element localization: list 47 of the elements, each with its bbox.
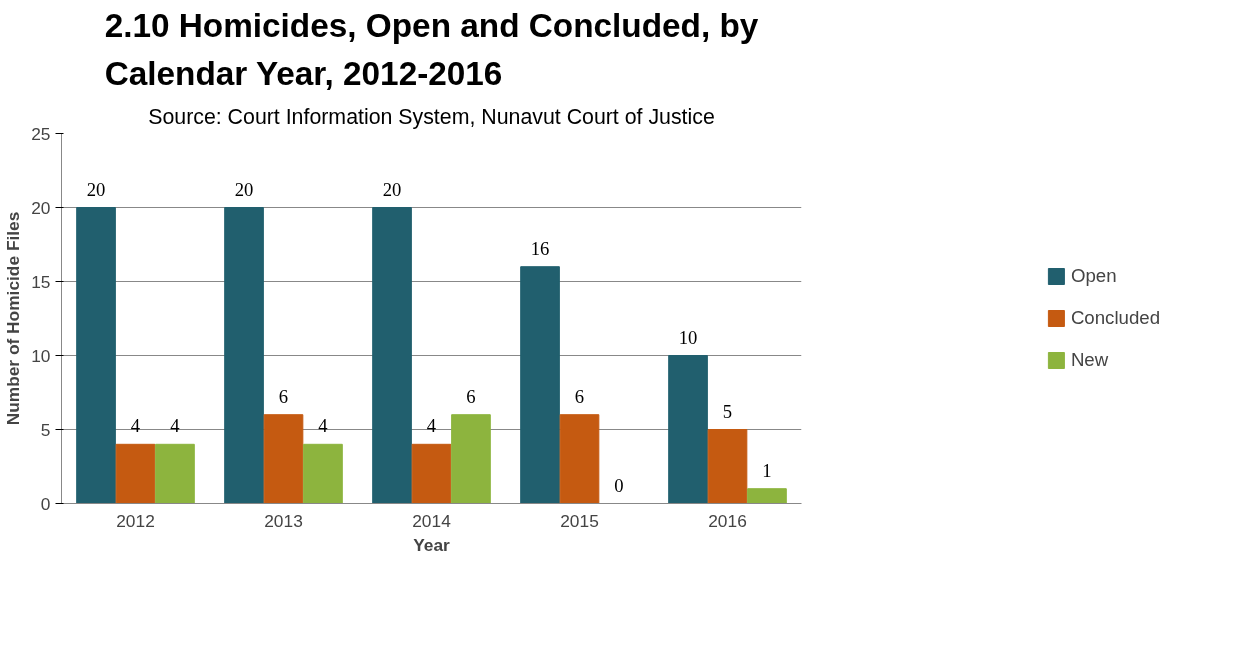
data-label: 20 xyxy=(382,178,402,200)
y-tick-label: 15 xyxy=(31,271,51,292)
bar xyxy=(115,443,156,504)
data-label: 4 xyxy=(318,415,329,437)
bar xyxy=(303,443,343,504)
data-label: 4 xyxy=(130,415,141,437)
data-label: 6 xyxy=(278,385,289,407)
bar xyxy=(451,414,491,504)
data-label: 10 xyxy=(678,326,698,348)
y-tick-label: 20 xyxy=(31,197,51,218)
bar xyxy=(263,414,304,504)
y-axis-title: Number of Homicide Files xyxy=(3,211,24,426)
y-tick-label: 25 xyxy=(31,123,51,144)
x-axis-title: Year xyxy=(413,534,451,555)
y-tick-label: 0 xyxy=(40,493,51,514)
data-label: 16 xyxy=(530,237,550,259)
legend-label: Concluded xyxy=(1070,307,1161,329)
data-label: 5 xyxy=(722,400,733,422)
data-label: 20 xyxy=(86,178,106,200)
chart-subtitle: Source: Court Information System, Nunavut Court of Justice xyxy=(148,104,715,129)
bar xyxy=(372,207,412,504)
chart-title: 2.10 Homicides, Open and Concluded, by Calendar Year, 2012-2016 xyxy=(104,7,759,93)
data-label: 20 xyxy=(234,178,254,200)
y-tick-label: 10 xyxy=(31,345,51,366)
bar xyxy=(707,429,748,504)
bar xyxy=(76,207,116,504)
y-tick-label: 5 xyxy=(40,419,51,440)
x-tick-label: 2014 xyxy=(412,510,452,531)
bar xyxy=(747,488,787,504)
bar xyxy=(520,266,560,504)
bar xyxy=(224,207,264,504)
data-label: 6 xyxy=(466,385,476,407)
data-label: 4 xyxy=(170,415,181,437)
data-label: 4 xyxy=(426,415,437,437)
data-label: 0 xyxy=(614,474,624,496)
data-label: 1 xyxy=(762,459,772,481)
x-tick-label: 2013 xyxy=(264,510,303,531)
legend-label: Open xyxy=(1070,265,1117,287)
data-label: 6 xyxy=(574,385,585,407)
x-tick-label: 2015 xyxy=(560,510,599,531)
bar xyxy=(155,443,195,504)
bar xyxy=(559,414,600,504)
bar xyxy=(668,355,708,504)
x-tick-label: 2012 xyxy=(116,510,155,531)
legend-label: New xyxy=(1070,349,1109,371)
bar xyxy=(411,443,452,504)
x-tick-label: 2016 xyxy=(708,510,747,531)
